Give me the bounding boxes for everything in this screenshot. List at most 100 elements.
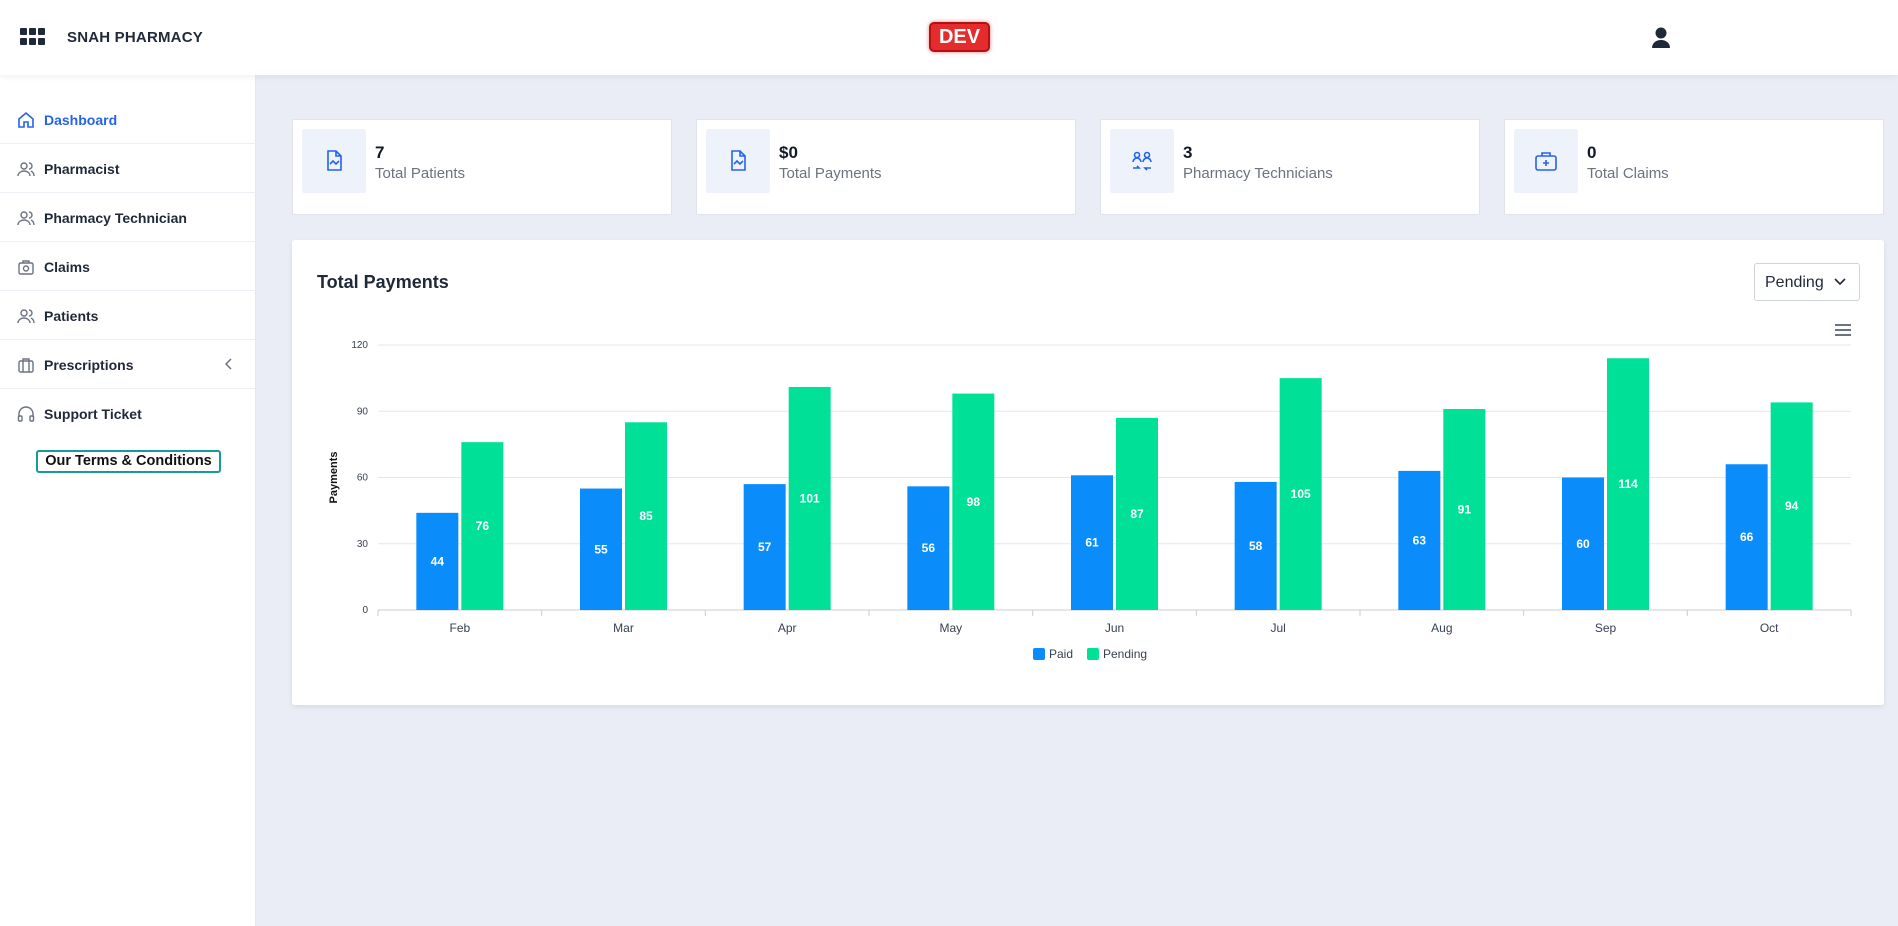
stat-value: 7 (375, 143, 385, 162)
data-label: 94 (1785, 499, 1799, 513)
bar-paid-apr (743, 484, 786, 610)
stat-card-pharmacy-technicians: 3 Pharmacy Technicians (1100, 119, 1480, 215)
chevron-down-icon (1834, 278, 1846, 286)
data-label: 44 (431, 554, 445, 568)
document-chart-icon (302, 129, 366, 193)
data-label: 63 (1413, 533, 1427, 547)
panel-title: Total Payments (317, 272, 449, 292)
x-tick-label: Aug (1431, 621, 1452, 635)
x-tick-label: Apr (778, 621, 797, 635)
data-label: 66 (1740, 530, 1754, 544)
sidebar-item-prescriptions[interactable]: Prescriptions (0, 340, 256, 389)
y-tick-label: 90 (357, 406, 369, 417)
chart-menu-icon[interactable] (1835, 324, 1851, 337)
data-label: 114 (1618, 477, 1638, 491)
x-tick-label: Sep (1595, 621, 1617, 635)
medical-kit-icon (1514, 129, 1578, 193)
stat-label: Total Claims (1587, 165, 1669, 182)
chevron-left-icon (224, 358, 232, 370)
briefcase-icon (18, 358, 34, 373)
home-icon (18, 111, 34, 128)
bar-pending-aug (1443, 409, 1486, 610)
sidebar-item-dashboard[interactable]: Dashboard (0, 95, 256, 144)
apps-grid-icon[interactable] (20, 28, 46, 48)
data-label: 57 (758, 540, 772, 554)
bar-paid-mar (580, 488, 622, 610)
x-tick-label: Mar (613, 621, 634, 635)
sidebar-item-label: Dashboard (44, 112, 118, 128)
payments-bar-chart: 0 30 60 90 120 Payments Feb 44 76 Mar 55 85 Apr 57 101… (328, 340, 1852, 661)
legend-swatch-pending (1087, 648, 1099, 660)
bar-paid-oct (1725, 464, 1768, 610)
bar-pending-feb (461, 442, 504, 610)
bar-pending-jun (1116, 417, 1158, 610)
bar-pending-apr (788, 386, 831, 610)
stat-card-total-claims: 0 Total Claims (1504, 119, 1884, 215)
bar-pending-oct (1770, 402, 1813, 610)
sidebar-item-support-ticket[interactable]: Support Ticket (0, 389, 256, 438)
stat-value: 3 (1183, 143, 1193, 162)
sidebar-item-label: Pharmacy Technician (44, 210, 187, 226)
legend-swatch-paid (1033, 648, 1045, 660)
bar-paid-aug (1398, 470, 1441, 610)
sidebar-item-pharmacist[interactable]: Pharmacist (0, 144, 256, 193)
sidebar-item-claims[interactable]: Claims (0, 242, 256, 291)
data-label: 87 (1130, 507, 1144, 521)
x-tick-label: Feb (449, 621, 470, 635)
stat-card-total-payments: $0 Total Payments (696, 119, 1076, 215)
total-payments-panel: Total Payments Pending 0 30 60 90 120 Payment… (292, 240, 1884, 705)
bar-paid-jul (1234, 481, 1277, 610)
y-tick-label: 0 (362, 605, 368, 616)
x-tick-label: Jul (1270, 621, 1285, 635)
y-tick-label: 30 (357, 539, 369, 550)
sidebar-item-patients[interactable]: Patients (0, 291, 256, 340)
bar-pending-may (952, 393, 995, 610)
x-tick-label: Jun (1105, 621, 1124, 635)
stat-label: Total Patients (375, 165, 466, 182)
sidebar-item-label: Patients (44, 308, 99, 324)
bar-paid-jun (1071, 475, 1113, 610)
sidebar-item-label: Claims (44, 259, 90, 275)
data-label: 56 (922, 541, 936, 555)
status-filter-select[interactable]: Pending (1754, 263, 1860, 301)
sidebar-item-label: Prescriptions (44, 357, 134, 373)
bar-paid-sep (1562, 477, 1604, 610)
users-icon (17, 211, 35, 226)
data-label: 76 (476, 519, 490, 533)
data-label: 91 (1458, 503, 1472, 517)
status-filter-value: Pending (1765, 274, 1824, 291)
bar-pending-mar (625, 422, 667, 610)
top-header: SNAH PHARMACY DEV (0, 0, 1898, 75)
stat-label: Pharmacy Technicians (1183, 165, 1333, 182)
document-chart-icon (706, 129, 770, 193)
brand-name: SNAH PHARMACY (67, 29, 203, 46)
bar-pending-jul (1279, 378, 1322, 610)
legend-label-paid: Paid (1049, 647, 1073, 661)
user-profile-icon[interactable] (1651, 27, 1673, 51)
data-label: 60 (1576, 537, 1590, 551)
terms-and-conditions-button[interactable]: Our Terms & Conditions (36, 450, 221, 473)
bar-paid-feb (416, 512, 459, 610)
data-label: 55 (594, 542, 608, 556)
bar-paid-may (907, 486, 950, 610)
stat-card-total-patients: 7 Total Patients (292, 119, 672, 215)
data-label: 98 (967, 495, 981, 509)
stat-value: 0 (1587, 143, 1597, 162)
camera-bag-icon (18, 260, 34, 275)
users-exchange-icon (1110, 129, 1174, 193)
x-tick-label: May (939, 621, 962, 635)
stat-value: $0 (779, 143, 798, 162)
data-label: 58 (1249, 539, 1263, 553)
data-label: 105 (1291, 487, 1311, 501)
sidebar-item-pharmacy-technician[interactable]: Pharmacy Technician (0, 193, 256, 242)
stat-label: Total Payments (779, 165, 882, 182)
data-label: 101 (800, 491, 820, 505)
data-label: 85 (639, 509, 653, 523)
sidebar: Dashboard Pharmacist Pharmacy Technician… (0, 75, 256, 926)
users-icon (17, 309, 35, 324)
headphones-icon (17, 406, 35, 422)
users-icon (17, 162, 35, 177)
environment-badge: DEV (929, 22, 990, 52)
sidebar-item-label: Support Ticket (44, 406, 142, 422)
y-tick-label: 60 (357, 473, 369, 484)
